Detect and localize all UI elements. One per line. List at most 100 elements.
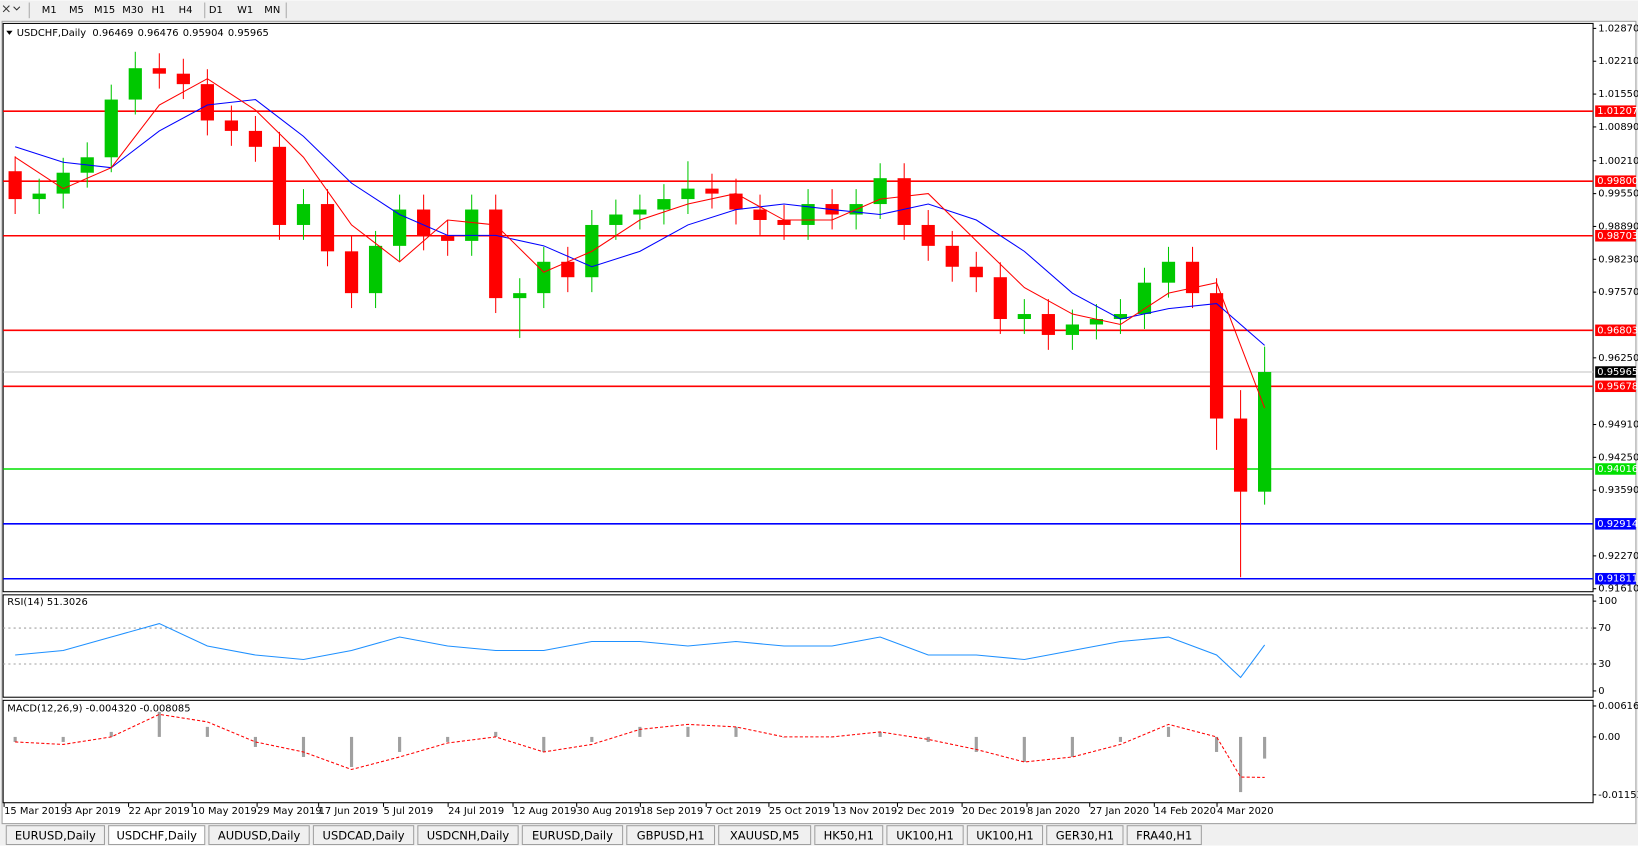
rsi-line (15, 623, 1266, 679)
y-tick-label: 0.94250 (1598, 452, 1638, 463)
tab-label[interactable]: USDCAD,Daily (323, 829, 405, 843)
macd-bar (446, 736, 450, 742)
candle-body (609, 214, 623, 225)
candle-body (392, 209, 407, 246)
level-label-box (1595, 230, 1636, 242)
panel-title: MACD(12,26,9) -0.004320 -0.008085 (7, 704, 190, 715)
y-tick-label: 0 (1598, 686, 1604, 697)
level-label-box (1595, 380, 1636, 393)
tab-label[interactable]: USDCHF,Daily (116, 829, 197, 843)
tab-label[interactable]: HK50,H1 (824, 829, 874, 843)
tab-label[interactable]: EURUSD,Daily (532, 829, 613, 843)
tab-label[interactable]: GER30,H1 (1056, 829, 1114, 843)
header-price: 0.96469 (92, 28, 133, 39)
x-tick-label: 14 Feb 2020 (1154, 806, 1216, 817)
y-tick-label: 70 (1598, 623, 1611, 634)
header-price: 0.95965 (228, 28, 269, 39)
timeframe-button[interactable]: M5 (69, 5, 84, 16)
panel-frame (2, 22, 1594, 593)
tab[interactable] (966, 825, 1044, 846)
macd-bar (1070, 736, 1074, 757)
macd-bar (686, 726, 690, 737)
candle-body (1113, 314, 1128, 320)
macd-bar (61, 736, 65, 742)
tab-label[interactable]: GBPUSD,H1 (637, 829, 705, 843)
level-label: 0.98703 (1597, 231, 1638, 242)
timeframe-button[interactable]: D1 (209, 5, 223, 16)
level-label: 0.95678 (1597, 381, 1638, 392)
tab-label[interactable]: UK100,H1 (896, 829, 953, 843)
candle-body (32, 193, 46, 200)
candle-body (633, 209, 647, 215)
timeframe-button[interactable]: M30 (122, 5, 143, 16)
candle-body (1065, 324, 1079, 335)
candle-body (489, 209, 503, 299)
tab[interactable] (5, 825, 105, 846)
tab[interactable] (108, 825, 206, 846)
timeframe-button[interactable]: M1 (42, 5, 57, 16)
moving-average (14, 78, 1266, 409)
price-panel: 1.01207 0.99800 0.98703 0.96803 0.95678 0.940… (2, 22, 1638, 593)
tab-label[interactable]: UK100,H1 (976, 829, 1033, 843)
candle-body (537, 261, 551, 294)
tab[interactable] (886, 825, 964, 846)
x-tick-label: 7 Oct 2019 (706, 806, 761, 817)
panel-frame (2, 699, 1594, 804)
candle-body (1089, 319, 1104, 325)
y-tick-label: 30 (1598, 659, 1611, 670)
tab[interactable] (417, 825, 519, 846)
tab[interactable] (626, 825, 716, 846)
x-tick-label: 24 Jul 2019 (448, 806, 504, 817)
tab[interactable] (1126, 825, 1202, 846)
candle-body (969, 266, 983, 278)
header-triangle (6, 30, 13, 35)
tool-icon[interactable] (2, 5, 21, 13)
current-price-box (1595, 366, 1636, 378)
x-tick-label: 3 Apr 2019 (66, 806, 121, 817)
macd-bar (1214, 736, 1219, 752)
level-label: 0.94016 (1597, 464, 1638, 475)
candle-body (272, 146, 287, 225)
x-tick-label: 18 Sep 2019 (640, 806, 703, 817)
candle-body (753, 209, 767, 220)
timeframe-button[interactable]: M15 (94, 5, 115, 16)
candle-body (296, 204, 311, 225)
tab[interactable] (521, 825, 624, 846)
level-label: 1.01207 (1597, 106, 1638, 117)
macd-bar (398, 736, 402, 752)
macd-bar (205, 726, 209, 737)
candle-body (921, 224, 935, 246)
tab[interactable] (208, 825, 310, 846)
candle-body (465, 209, 479, 241)
macd-bar (253, 736, 257, 747)
timeframe-button[interactable]: W1 (237, 5, 253, 16)
candle-body (368, 245, 383, 294)
candle-body (705, 188, 719, 194)
tab-label[interactable]: XAUUSD,M5 (730, 829, 800, 843)
level-label-box (1595, 518, 1636, 530)
macd-bar (301, 736, 306, 757)
tab-label[interactable]: USDCNH,Daily (427, 829, 510, 843)
x-tick-label: 20 Dec 2019 (962, 806, 1025, 817)
tab-label[interactable]: FRA40,H1 (1136, 829, 1192, 843)
tab[interactable] (718, 825, 812, 846)
timeframe-button[interactable]: H4 (179, 5, 193, 16)
tab[interactable] (1046, 825, 1124, 846)
macd-bar (638, 726, 642, 737)
candle-body (993, 277, 1007, 320)
timeframe-button[interactable]: H1 (151, 5, 165, 16)
x-tick-label: 10 May 2019 (192, 806, 257, 817)
candle-body (1185, 261, 1200, 294)
tab[interactable] (814, 825, 884, 846)
level-label-box (1595, 572, 1636, 585)
tab-label[interactable]: AUDUSD,Daily (218, 829, 301, 843)
tab-label[interactable]: EURUSD,Daily (15, 829, 96, 843)
current-price-label: 0.95965 (1597, 367, 1638, 378)
y-tick-label: 0.98890 (1598, 221, 1638, 232)
candle-body (1161, 261, 1176, 283)
candle-body (561, 261, 575, 278)
timeframe-button[interactable]: MN (264, 5, 280, 16)
candle-body (248, 130, 263, 147)
tab[interactable] (312, 825, 415, 846)
x-tick-label: 30 Aug 2019 (577, 806, 640, 817)
